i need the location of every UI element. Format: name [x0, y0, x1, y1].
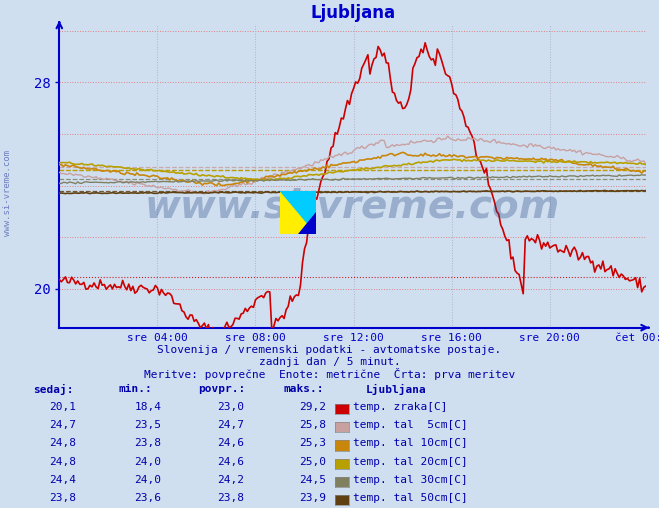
Text: povpr.:: povpr.: — [198, 384, 245, 394]
Text: temp. tal 20cm[C]: temp. tal 20cm[C] — [353, 457, 467, 467]
Text: 24,5: 24,5 — [299, 475, 326, 485]
Text: 24,0: 24,0 — [134, 457, 161, 467]
Text: 24,0: 24,0 — [134, 475, 161, 485]
Text: www.si-vreme.com: www.si-vreme.com — [3, 150, 13, 236]
Text: zadnji dan / 5 minut.: zadnji dan / 5 minut. — [258, 357, 401, 367]
Text: temp. tal  5cm[C]: temp. tal 5cm[C] — [353, 420, 467, 430]
Text: 23,8: 23,8 — [217, 493, 244, 503]
Text: 23,9: 23,9 — [299, 493, 326, 503]
Text: 25,0: 25,0 — [299, 457, 326, 467]
Text: Ljubljana: Ljubljana — [366, 384, 426, 395]
Text: temp. tal 10cm[C]: temp. tal 10cm[C] — [353, 438, 467, 449]
Polygon shape — [298, 212, 316, 234]
Text: www.si-vreme.com: www.si-vreme.com — [145, 188, 560, 226]
Text: 23,8: 23,8 — [134, 438, 161, 449]
Text: 18,4: 18,4 — [134, 402, 161, 412]
Text: temp. tal 50cm[C]: temp. tal 50cm[C] — [353, 493, 467, 503]
Text: min.:: min.: — [119, 384, 152, 394]
Text: temp. tal 30cm[C]: temp. tal 30cm[C] — [353, 475, 467, 485]
Text: 24,4: 24,4 — [49, 475, 76, 485]
Text: 24,6: 24,6 — [217, 457, 244, 467]
Title: Ljubljana: Ljubljana — [310, 5, 395, 22]
Text: 24,7: 24,7 — [217, 420, 244, 430]
Text: 23,0: 23,0 — [217, 402, 244, 412]
Text: 24,8: 24,8 — [49, 457, 76, 467]
Text: 23,8: 23,8 — [49, 493, 76, 503]
Text: 24,7: 24,7 — [49, 420, 76, 430]
Polygon shape — [280, 190, 316, 234]
Text: 23,6: 23,6 — [134, 493, 161, 503]
Polygon shape — [280, 190, 316, 234]
Text: 29,2: 29,2 — [299, 402, 326, 412]
Text: 23,5: 23,5 — [134, 420, 161, 430]
Text: 24,8: 24,8 — [49, 438, 76, 449]
Text: sedaj:: sedaj: — [33, 384, 73, 395]
Text: maks.:: maks.: — [283, 384, 324, 394]
Text: 24,2: 24,2 — [217, 475, 244, 485]
Text: 20,1: 20,1 — [49, 402, 76, 412]
Text: Meritve: povprečne  Enote: metrične  Črta: prva meritev: Meritve: povprečne Enote: metrične Črta:… — [144, 368, 515, 380]
Text: 24,6: 24,6 — [217, 438, 244, 449]
Text: temp. zraka[C]: temp. zraka[C] — [353, 402, 447, 412]
Text: Slovenija / vremenski podatki - avtomatske postaje.: Slovenija / vremenski podatki - avtomats… — [158, 345, 501, 356]
Text: 25,8: 25,8 — [299, 420, 326, 430]
Text: 25,3: 25,3 — [299, 438, 326, 449]
